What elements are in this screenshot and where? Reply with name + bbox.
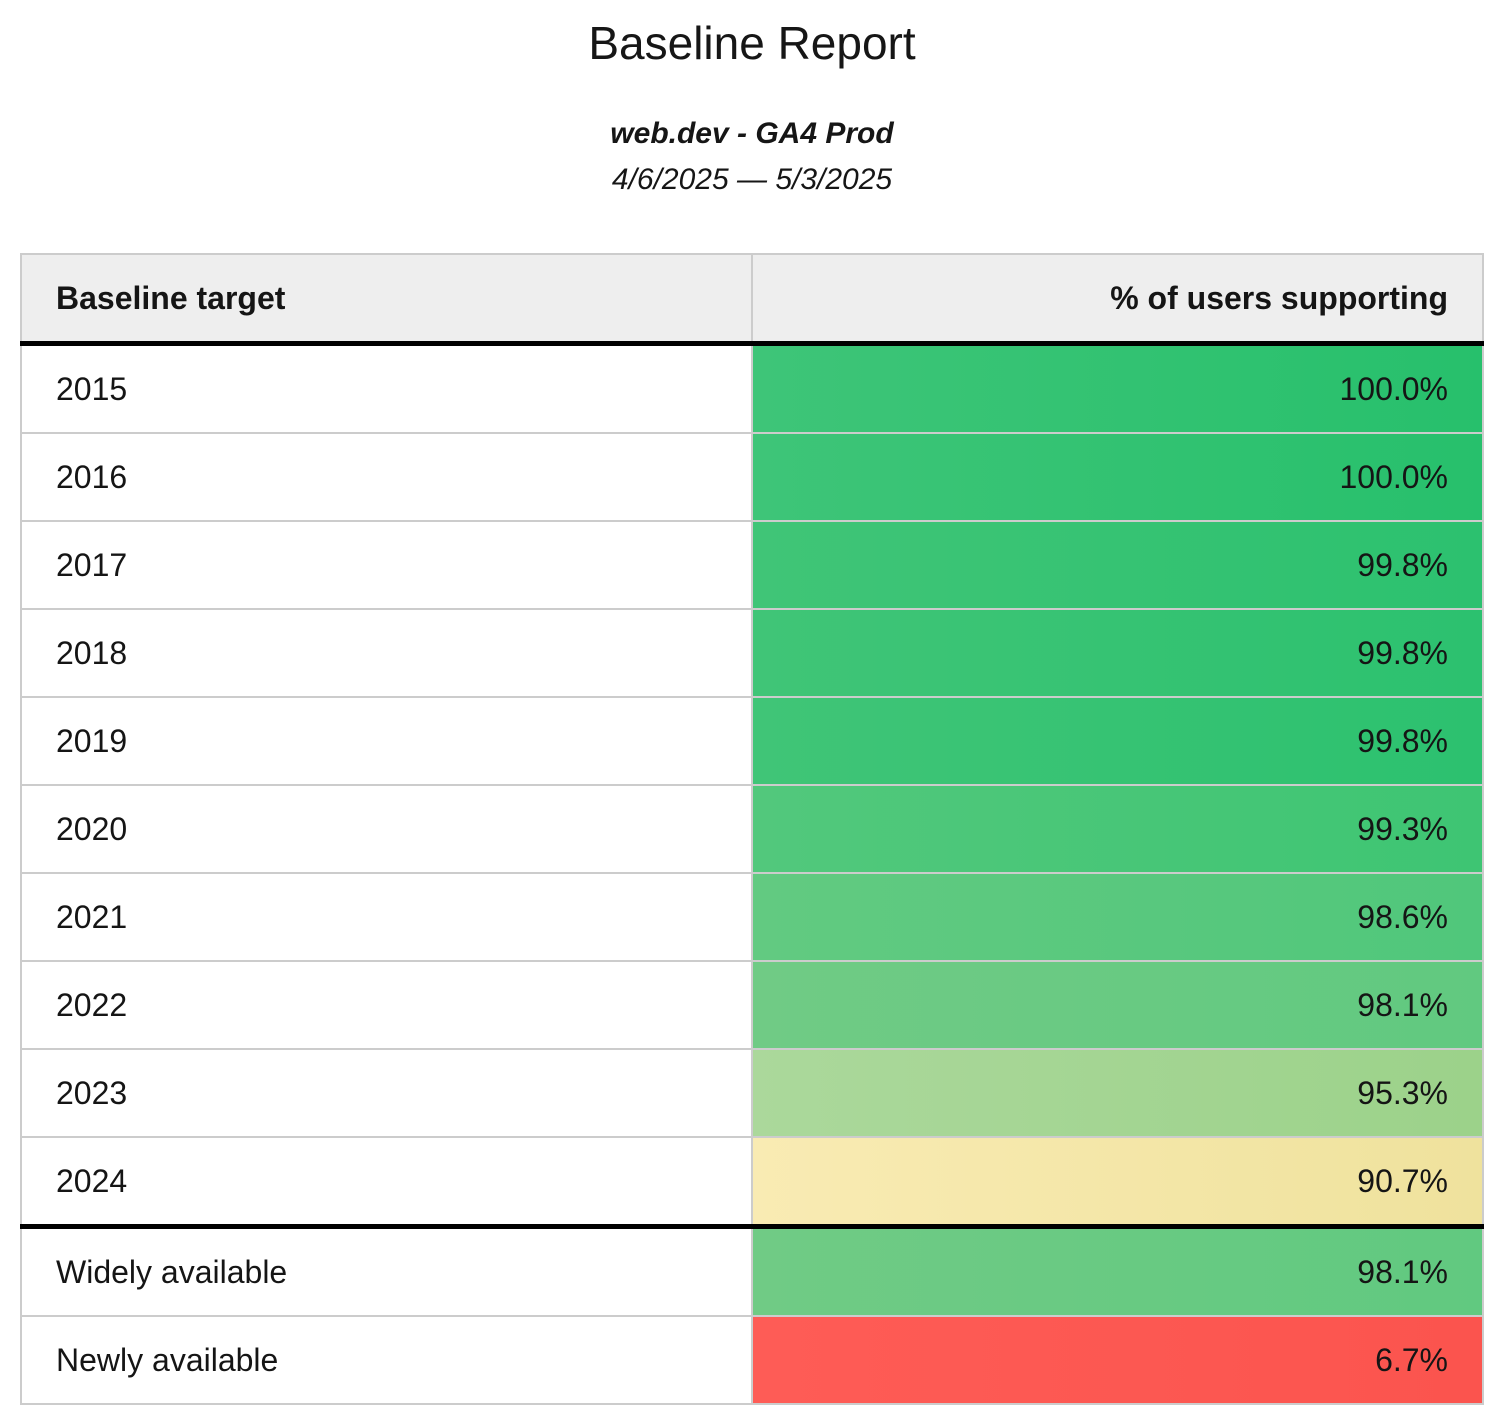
percent-supporting-cell: 6.7%: [751, 1315, 1484, 1406]
percent-supporting-cell: 99.8%: [751, 608, 1484, 699]
baseline-table: Baseline target % of users supporting 20…: [20, 253, 1484, 1406]
report-date-range: 4/6/2025 — 5/3/2025: [611, 163, 893, 197]
baseline-target-cell: 2016: [20, 432, 753, 523]
percent-supporting-cell: 99.8%: [751, 520, 1484, 611]
percent-supporting-cell: 98.1%: [751, 1224, 1484, 1318]
percent-supporting-cell: 95.3%: [751, 1048, 1484, 1139]
baseline-target-cell: 2019: [20, 696, 753, 787]
percent-supporting-cell: 98.1%: [751, 960, 1484, 1051]
baseline-target-cell: 2021: [20, 872, 753, 963]
percent-supporting-cell: 98.6%: [751, 872, 1484, 963]
table-row: 2024 90.7%: [20, 1136, 1484, 1228]
table-row: 2022 98.1%: [20, 960, 1484, 1051]
table-row: Newly available 6.7%: [20, 1315, 1484, 1406]
column-header-baseline-target: Baseline target: [20, 253, 753, 347]
table-row: 2019 99.8%: [20, 696, 1484, 787]
table-row: Widely available 98.1%: [20, 1224, 1484, 1318]
table-header: Baseline target % of users supporting: [20, 253, 1484, 347]
baseline-target-cell: 2022: [20, 960, 753, 1051]
baseline-target-cell: 2015: [20, 342, 753, 435]
table-body: 2015 100.0% 2016 100.0% 2017 99.8% 2018 …: [20, 342, 1484, 1406]
column-header-percent-users: % of users supporting: [751, 253, 1484, 347]
percent-supporting-cell: 100.0%: [751, 342, 1484, 435]
table-row: 2023 95.3%: [20, 1048, 1484, 1139]
percent-supporting-cell: 100.0%: [751, 432, 1484, 523]
baseline-target-cell: 2020: [20, 784, 753, 875]
baseline-target-cell: 2018: [20, 608, 753, 699]
percent-supporting-cell: 99.8%: [751, 696, 1484, 787]
baseline-target-cell: 2023: [20, 1048, 753, 1139]
page-title: Baseline Report: [588, 17, 916, 69]
table-row: 2017 99.8%: [20, 520, 1484, 611]
table-row: 2021 98.6%: [20, 872, 1484, 963]
baseline-target-cell: 2017: [20, 520, 753, 611]
table-header-row: Baseline target % of users supporting: [20, 253, 1484, 347]
report-header: Baseline Report web.dev - GA4 Prod 4/6/2…: [0, 0, 1504, 197]
table-row: 2020 99.3%: [20, 784, 1484, 875]
percent-supporting-cell: 99.3%: [751, 784, 1484, 875]
percent-supporting-cell: 90.7%: [751, 1136, 1484, 1228]
table-row: 2015 100.0%: [20, 342, 1484, 435]
table-row: 2018 99.8%: [20, 608, 1484, 699]
table-row: 2016 100.0%: [20, 432, 1484, 523]
baseline-target-cell: Newly available: [20, 1315, 753, 1406]
report-source: web.dev - GA4 Prod: [610, 117, 894, 151]
baseline-target-cell: Widely available: [20, 1224, 753, 1318]
baseline-target-cell: 2024: [20, 1136, 753, 1228]
